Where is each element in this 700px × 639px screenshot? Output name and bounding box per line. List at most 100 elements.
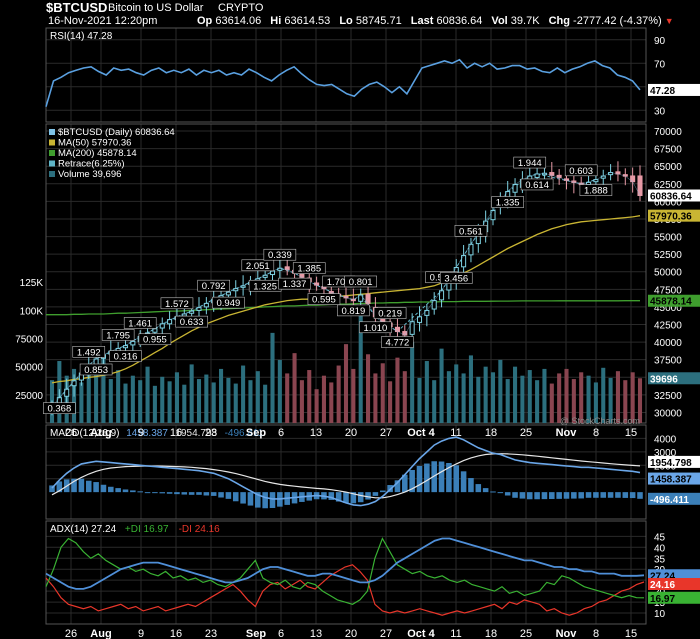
volume-bar: [351, 368, 356, 423]
macd-histogram-bar: [203, 492, 210, 496]
volume-bar: [579, 372, 584, 423]
price-panel: 3000032500350003750040000425004500047500…: [15, 127, 700, 423]
adx-value-tag: 27.24: [650, 571, 675, 582]
volume-bar: [138, 380, 143, 423]
volume-bar: [402, 371, 407, 423]
retrace-label-box: [373, 307, 407, 319]
volume-bar: [248, 380, 253, 423]
plus-di-tag: 16.97: [650, 594, 675, 605]
macd-histogram-bar: [563, 492, 570, 499]
macd-signal-tag: 1954.798: [650, 458, 692, 469]
macd-histogram-bar: [402, 474, 408, 493]
y-tick-label: 42500: [654, 321, 682, 332]
panel-border: [45, 424, 647, 520]
x-tick-label: 27: [380, 427, 392, 439]
macd-line: [51, 436, 641, 507]
y-tick-label: 30000: [654, 408, 682, 419]
adx-panel: 1015202530354045ADX(14) 27.24+DI 16.97-D…: [45, 524, 700, 620]
panel-border: [45, 27, 647, 123]
y-tick-label: 52500: [654, 250, 682, 261]
retrace-label-box: [278, 277, 311, 290]
ohlc-bar: Op 63614.06 Hi 63614.53 Lo 58745.71 Last…: [197, 15, 674, 27]
macd-histogram-bar: [269, 492, 276, 508]
volume-bar: [571, 379, 576, 423]
retrace-label-box: [175, 315, 208, 328]
x-tick-label: 18: [485, 628, 497, 639]
legend-swatch: [49, 171, 55, 177]
x-tick-label: Sep: [246, 628, 266, 639]
macd-histogram-bar: [585, 492, 592, 498]
x-tick-label: 16: [170, 628, 182, 639]
macd-histogram-bar: [593, 492, 599, 498]
macd-histogram-bar: [416, 465, 423, 493]
x-tick-label: Sep: [246, 427, 266, 439]
rsi-line: [45, 58, 641, 107]
macd-histogram-bar: [93, 482, 99, 493]
volume-bar: [410, 341, 415, 423]
volume-bar: [498, 359, 503, 423]
adx-legend-entry: -DI 24.16: [179, 524, 221, 535]
volume-bar: [145, 366, 150, 423]
macd-histogram-bar: [210, 492, 217, 496]
volume-bar: [542, 368, 547, 423]
x-tick-label: 23: [205, 628, 217, 639]
minus-di-tag: 24.16: [650, 580, 675, 591]
retrace-label-box: [101, 329, 135, 341]
macd-signal-line: [51, 453, 641, 499]
retrace-label: 1.707: [327, 277, 351, 288]
retrace-label-box: [43, 402, 76, 414]
volume-bar: [549, 383, 554, 423]
volume-bar: [343, 344, 349, 423]
rsi-legend: RSI(14) 47.28: [50, 31, 113, 42]
retrace-label: 1.795: [106, 330, 130, 341]
symbol: $BTCUSD: [46, 0, 108, 15]
y-tick-label: 45: [654, 532, 666, 543]
retrace-label-box: [439, 272, 473, 284]
volume-tick-label: 75000: [15, 335, 43, 346]
macd-histogram-bar: [166, 492, 173, 494]
macd-histogram-bar: [504, 492, 511, 496]
macd-histogram-bar: [174, 492, 180, 495]
y-tick-label: 50000: [654, 268, 682, 279]
macd-histogram-bar: [159, 492, 166, 494]
volume-bar: [79, 382, 84, 423]
retrace-label: 0.603: [569, 166, 593, 177]
retrace-label: 0.633: [180, 317, 204, 328]
macd-histogram-bar: [78, 478, 85, 493]
volume-bar: [86, 364, 91, 423]
volume-bar: [468, 355, 473, 423]
y-tick-label: 35: [654, 554, 666, 565]
macd-histogram-bar: [519, 492, 526, 499]
y-tick-label: 4000: [654, 434, 677, 445]
exchange: CRYPTO: [218, 2, 264, 14]
volume-bar: [292, 353, 297, 423]
retrace-label: 4.772: [386, 338, 410, 349]
price-legend-entry: Volume 39,696: [58, 169, 121, 180]
macd-value-tag-bg: [648, 472, 700, 485]
retrace-label: 0.792: [202, 281, 226, 292]
macd-histogram-bar: [372, 492, 379, 496]
retrace-label-box: [520, 178, 554, 191]
volume-bar: [424, 361, 429, 423]
legend-swatch: [49, 129, 55, 135]
volume-bar: [226, 377, 231, 423]
macd-histogram-bar: [446, 463, 452, 493]
y-tick-label: 40000: [654, 338, 682, 349]
retrace-label-box: [160, 297, 194, 310]
macd-histogram-bar: [247, 492, 254, 506]
x-tick-label: 16: [170, 427, 182, 439]
macd-histogram-bar: [357, 492, 364, 503]
volume-bar: [623, 380, 628, 423]
macd-histogram-bar: [460, 471, 467, 493]
x-tick-label: Oct 4: [407, 427, 435, 439]
date-label: 16-Nov-2021 12:20pm: [48, 15, 158, 27]
volume-bar: [329, 382, 334, 423]
macd-histogram-bar: [144, 492, 151, 494]
retrace-label-box: [138, 333, 172, 346]
macd-histogram-bar: [240, 492, 246, 504]
volume-bar: [94, 373, 99, 423]
macd-histogram-bar: [262, 492, 268, 509]
x-tick-label: 27: [380, 628, 392, 639]
volume-bar: [285, 373, 290, 423]
x-tick-label: 20: [345, 427, 357, 439]
